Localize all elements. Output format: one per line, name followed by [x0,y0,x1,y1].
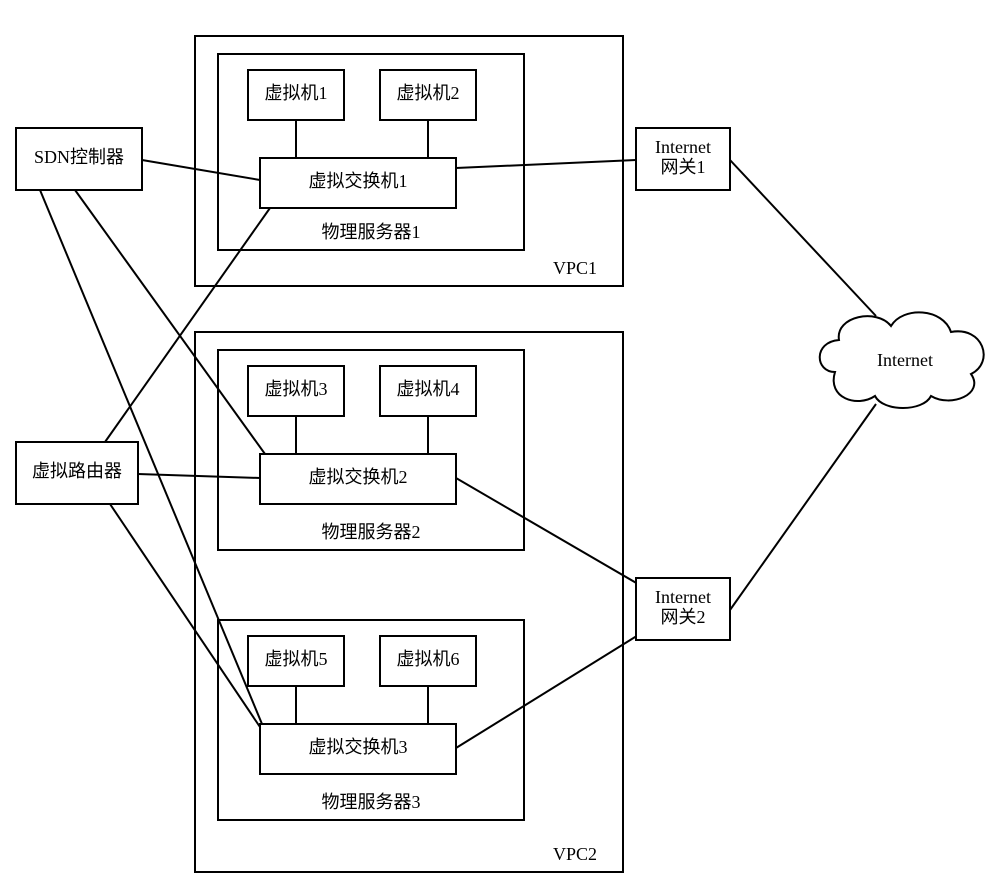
vsw1-label: 虚拟交换机1 [309,171,408,191]
vpc1-label: VPC1 [553,258,597,278]
ps2-label: 物理服务器2 [322,522,421,542]
gw2-label: 网关2 [661,607,706,627]
ps1-label: 物理服务器1 [322,222,421,242]
vpc2-label: VPC2 [553,844,597,864]
sdn-label: SDN控制器 [34,147,124,167]
vrouter-label: 虚拟路由器 [32,461,122,481]
vm1-label: 虚拟机1 [265,83,328,103]
vsw2-label: 虚拟交换机2 [309,467,408,487]
internet-label: Internet [877,350,933,370]
vm6-label: 虚拟机6 [397,649,460,669]
edge-gw1-internet [730,160,876,316]
gw2-label: Internet [655,587,711,607]
vm3-label: 虚拟机3 [265,379,328,399]
vsw3-label: 虚拟交换机3 [309,737,408,757]
gw1-label: Internet [655,137,711,157]
vm2-label: 虚拟机2 [397,83,460,103]
vm5-label: 虚拟机5 [265,649,328,669]
vm4-label: 虚拟机4 [397,379,460,399]
gw1-label: 网关1 [661,157,706,177]
edge-gw2-internet [730,404,876,610]
ps3-label: 物理服务器3 [322,792,421,812]
